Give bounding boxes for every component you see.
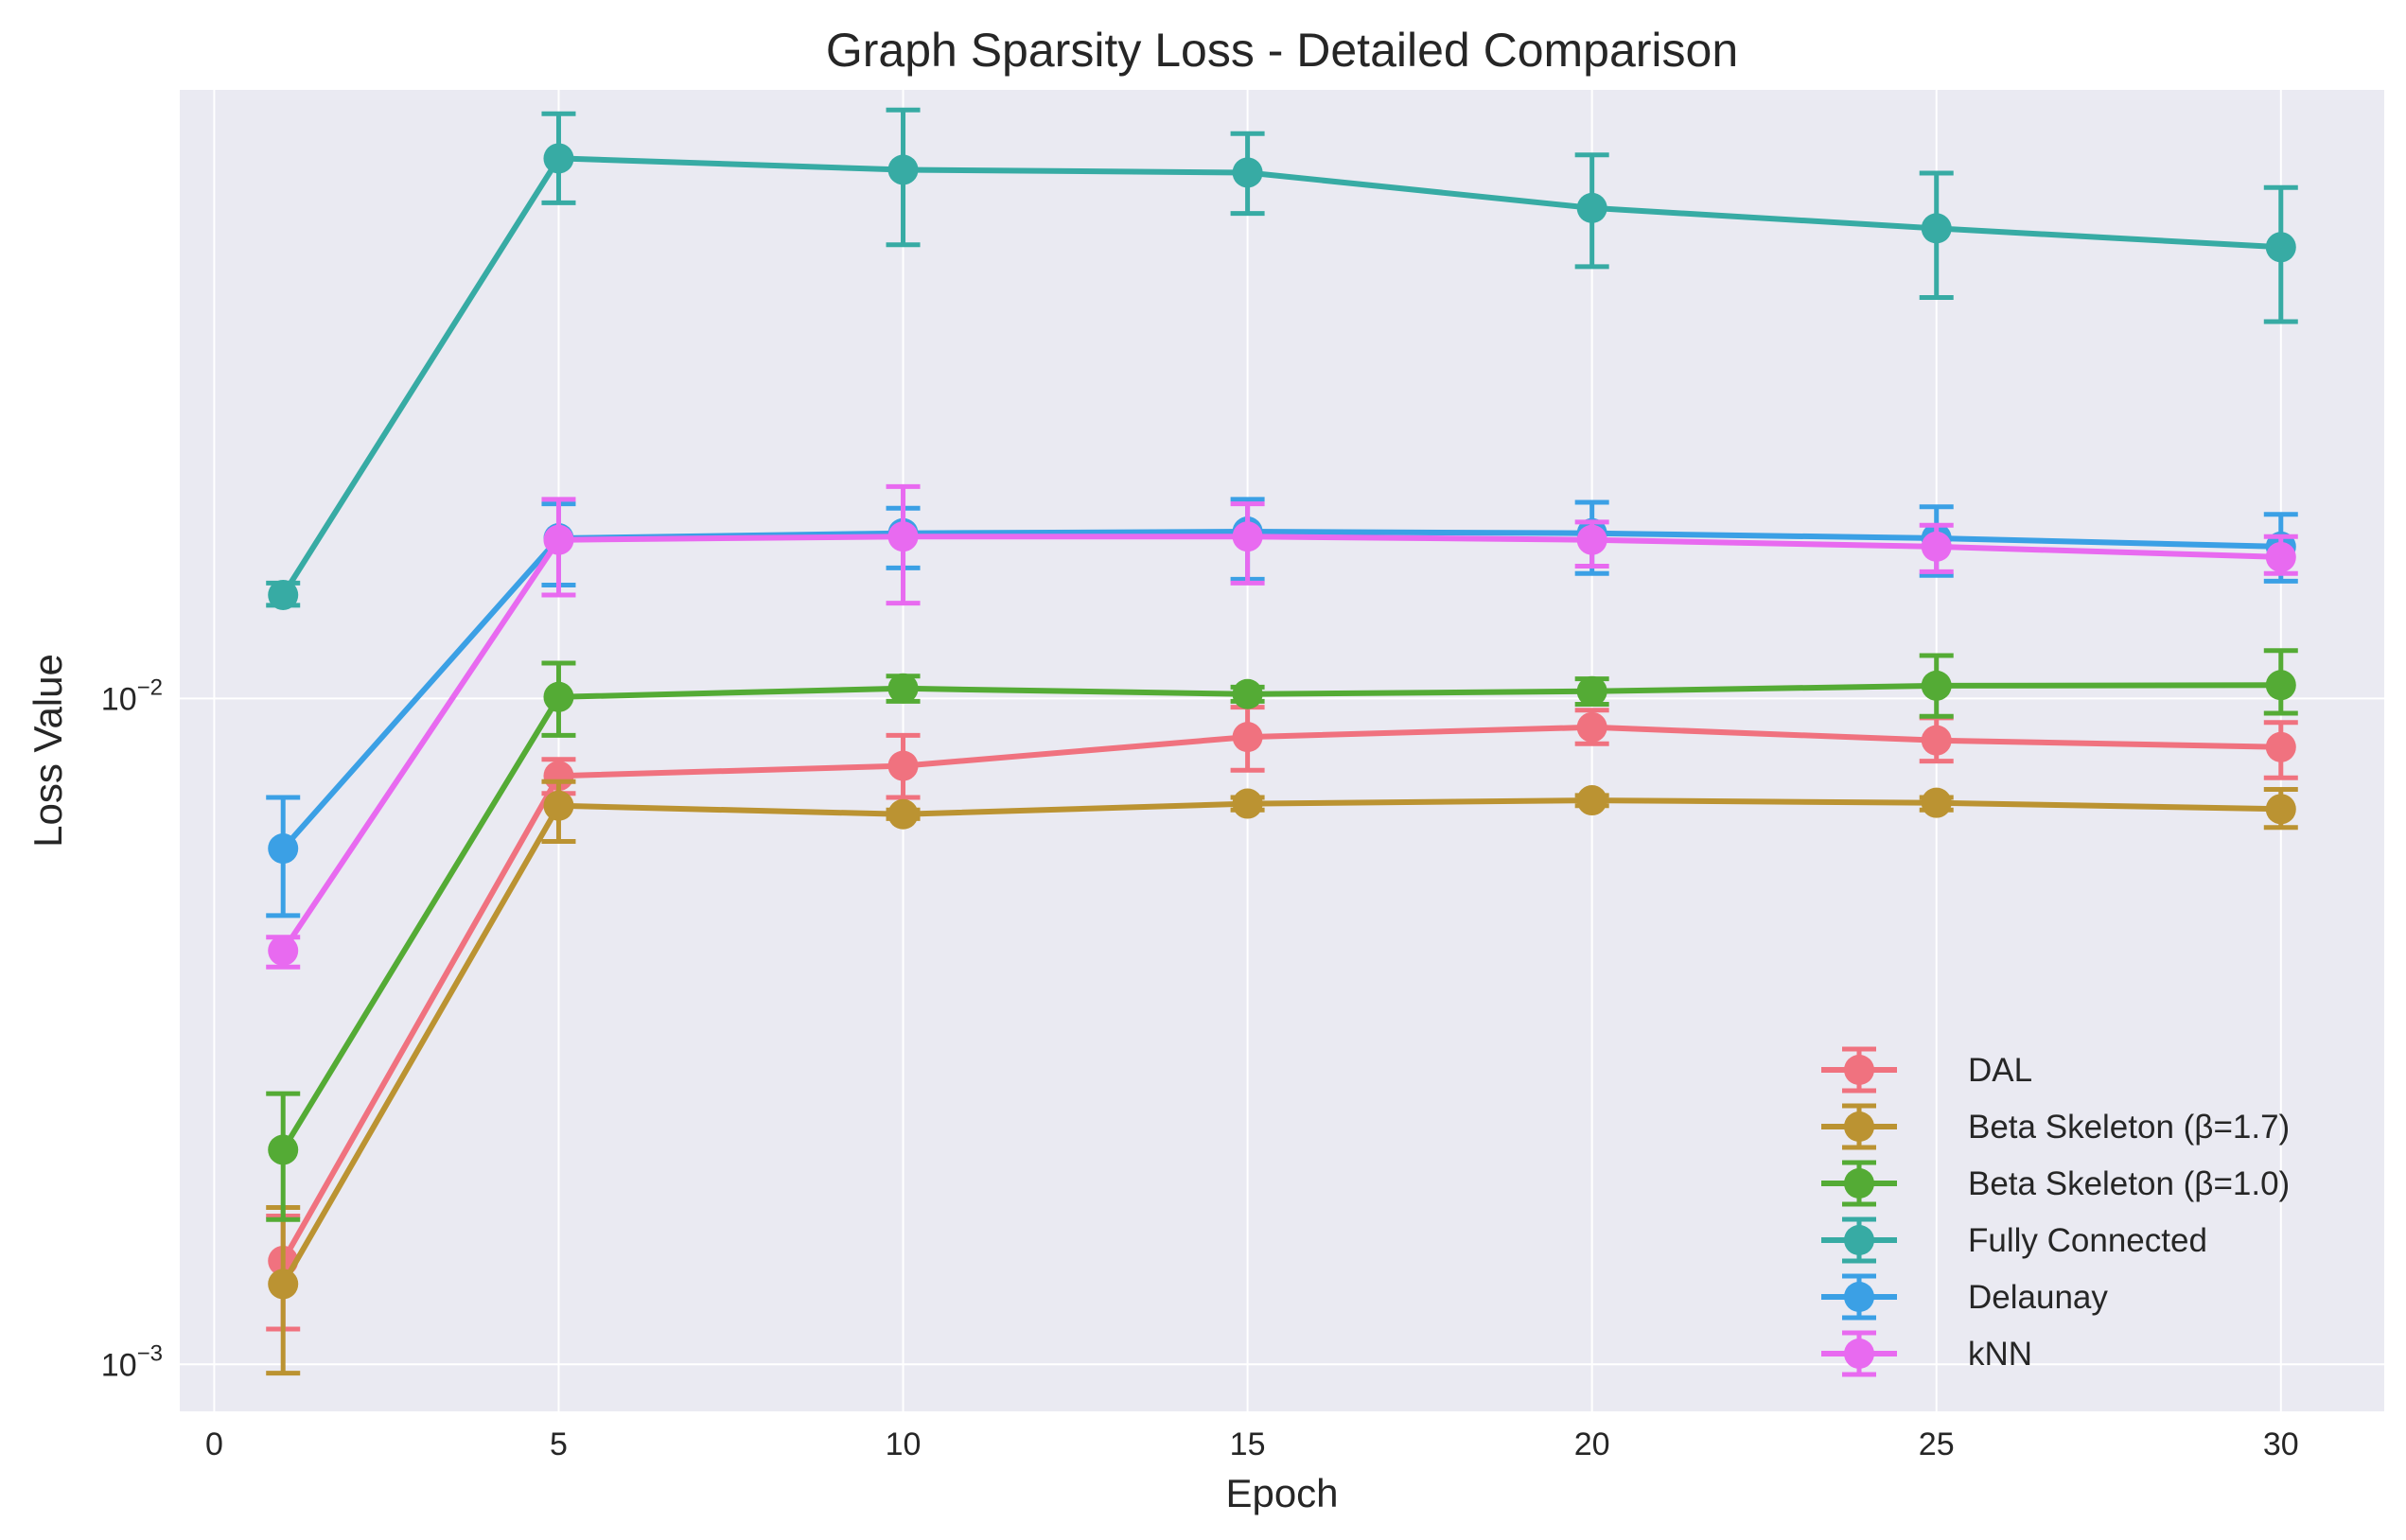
- data-point: [268, 579, 299, 610]
- series-group: [266, 107, 2298, 1376]
- legend-item: kNN: [1821, 1330, 2032, 1377]
- data-point: [1921, 531, 1952, 562]
- legend-item: Beta Skeleton (β=1.7): [1821, 1103, 2290, 1150]
- data-point: [543, 681, 574, 712]
- y-axis-ticks: 10−3 10−2: [101, 674, 163, 1383]
- legend-item: Fully Connected: [1821, 1216, 2207, 1264]
- x-tick-label: 30: [2263, 1426, 2299, 1462]
- legend-marker: [1844, 1225, 1874, 1255]
- data-point: [543, 790, 574, 821]
- series-2: [266, 648, 2298, 1222]
- series-5: [266, 483, 2298, 970]
- data-point: [1921, 725, 1952, 756]
- data-point: [2265, 232, 2296, 263]
- legend-label: Delaunay: [1968, 1279, 2108, 1316]
- data-point: [543, 143, 574, 174]
- legend-label: Beta Skeleton (β=1.0): [1968, 1165, 2290, 1202]
- x-tick-label: 5: [550, 1426, 568, 1462]
- legend-marker: [1844, 1339, 1874, 1369]
- data-point: [1232, 678, 1263, 709]
- data-point: [887, 750, 919, 781]
- legend-label: Fully Connected: [1968, 1222, 2207, 1259]
- data-point: [268, 936, 299, 967]
- x-tick-label: 10: [886, 1426, 922, 1462]
- data-point: [2265, 541, 2296, 572]
- data-point: [1232, 722, 1263, 753]
- data-point: [1921, 670, 1952, 701]
- x-tick-label: 25: [1919, 1426, 1955, 1462]
- data-point: [268, 833, 299, 865]
- data-point: [887, 521, 919, 552]
- legend-label: kNN: [1968, 1336, 2032, 1373]
- data-point: [1232, 157, 1263, 188]
- y-axis-label: Loss Value: [26, 654, 70, 848]
- data-point: [1576, 675, 1607, 707]
- data-point: [268, 1134, 299, 1165]
- data-point: [887, 154, 919, 185]
- data-point: [1576, 785, 1607, 816]
- data-point: [268, 1269, 299, 1300]
- data-point: [2265, 794, 2296, 825]
- legend-label: Beta Skeleton (β=1.7): [1968, 1109, 2290, 1146]
- chart-title: Graph Sparsity Loss - Detailed Compariso…: [826, 24, 1738, 77]
- legend-label: DAL: [1968, 1052, 2032, 1089]
- x-axis-ticks: 0 5 10 15 20 25 30: [205, 1426, 2299, 1462]
- plot-area: [180, 90, 2384, 1411]
- x-axis-label: Epoch: [1225, 1471, 1338, 1515]
- data-point: [1232, 788, 1263, 819]
- data-point: [1921, 787, 1952, 818]
- series-3: [266, 107, 2298, 610]
- data-point: [2265, 731, 2296, 762]
- legend-marker: [1844, 1111, 1874, 1142]
- data-point: [1232, 521, 1263, 552]
- legend-marker: [1844, 1282, 1874, 1312]
- x-tick-label: 15: [1230, 1426, 1266, 1462]
- data-point: [2265, 670, 2296, 701]
- data-point: [887, 673, 919, 704]
- x-tick-label: 20: [1574, 1426, 1610, 1462]
- legend-item: DAL: [1821, 1046, 2032, 1094]
- data-point: [1576, 711, 1607, 743]
- data-point: [543, 524, 574, 555]
- legend-marker: [1844, 1055, 1874, 1085]
- y-tick-label: 10−3: [101, 1340, 163, 1383]
- legend-item: Beta Skeleton (β=1.0): [1821, 1160, 2290, 1207]
- y-tick-label: 10−2: [101, 674, 163, 717]
- data-point: [1576, 192, 1607, 223]
- data-point: [1921, 213, 1952, 244]
- data-point: [1576, 524, 1607, 555]
- data-point: [887, 798, 919, 830]
- series-1: [266, 779, 2298, 1376]
- legend-item: Delaunay: [1821, 1273, 2108, 1321]
- legend: DAL Beta Skeleton (β=1.7) Beta Skeleton (β…: [1821, 1046, 2290, 1377]
- legend-marker: [1844, 1168, 1874, 1199]
- x-tick-label: 0: [205, 1426, 223, 1462]
